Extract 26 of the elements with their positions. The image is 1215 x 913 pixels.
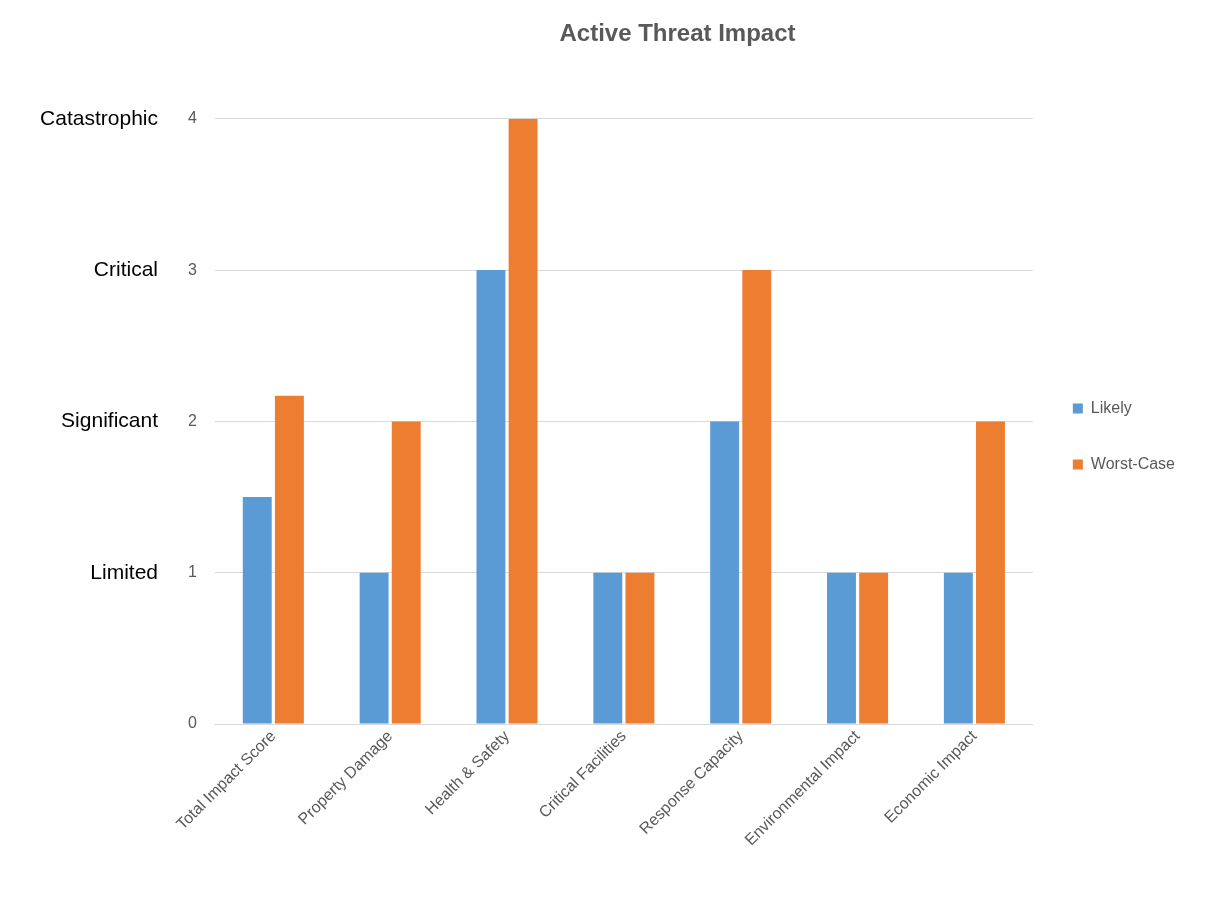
bar	[859, 572, 889, 724]
y-tick-label: 3	[187, 260, 197, 278]
bar	[625, 572, 655, 724]
bar	[274, 395, 304, 724]
bar	[242, 497, 272, 724]
legend-label: Likely	[1090, 398, 1132, 416]
y-tick-label: 4	[187, 109, 197, 127]
bar	[476, 270, 506, 724]
text: Significant	[61, 408, 159, 432]
bar	[508, 118, 538, 724]
chart-title: Active Threat Impact	[559, 19, 796, 47]
legend-label: Worst-Case	[1090, 454, 1176, 472]
bar	[976, 421, 1005, 724]
bar	[827, 572, 856, 724]
bar	[593, 572, 623, 724]
text: Critical	[93, 256, 158, 280]
bar	[359, 572, 389, 724]
y-tick-label: 2	[187, 411, 197, 429]
bar	[710, 421, 740, 724]
text: Catastrophic	[40, 105, 158, 129]
y-tick-label: 1	[187, 563, 197, 581]
bar	[742, 270, 772, 724]
y-tick-label: 0	[187, 714, 197, 732]
bar	[943, 572, 973, 724]
text: Limited	[90, 559, 158, 583]
bar	[391, 421, 421, 724]
